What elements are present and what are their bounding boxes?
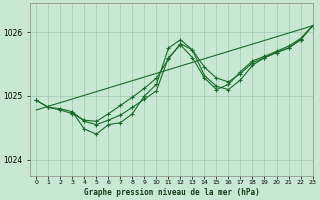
X-axis label: Graphe pression niveau de la mer (hPa): Graphe pression niveau de la mer (hPa) xyxy=(84,188,259,197)
